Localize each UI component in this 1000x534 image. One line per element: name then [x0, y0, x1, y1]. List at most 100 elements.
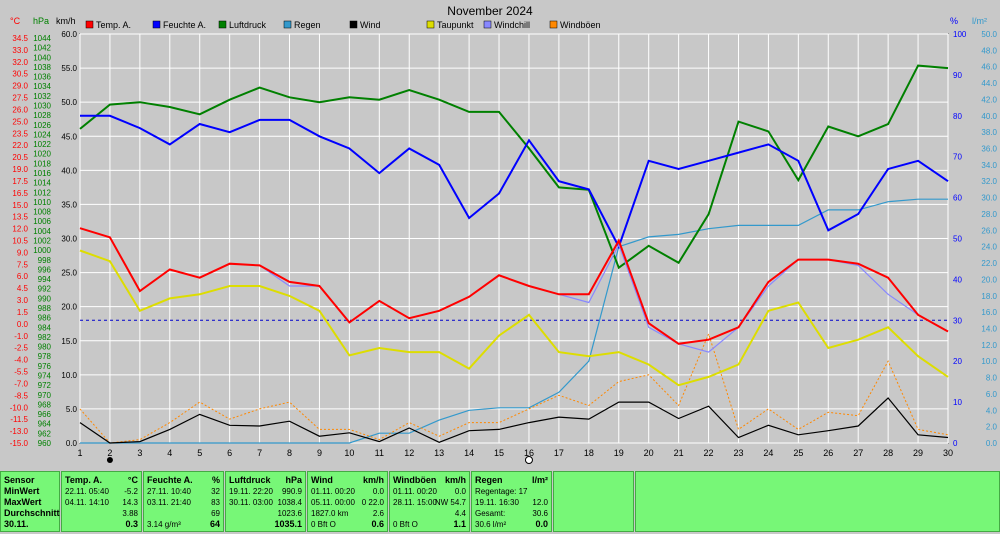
gust-header: Windböen [393, 475, 437, 485]
pct-tick-label: 10 [953, 398, 962, 407]
lm2-tick-label: 18.0 [981, 292, 997, 301]
x-tick-label: 10 [344, 448, 354, 458]
kmh-tick-label: 50.0 [61, 98, 77, 107]
x-tick-label: 23 [733, 448, 743, 458]
series-line-taupunkt [79, 249, 949, 387]
lm2-tick-label: 30.0 [981, 194, 997, 203]
hum-min: 32 [211, 487, 220, 496]
lm2-tick-label: 36.0 [981, 145, 997, 154]
x-tick-label: 8 [287, 448, 292, 458]
gust-min: 0.0 [454, 487, 466, 496]
temp-tick-label: -15.0 [10, 439, 29, 448]
legend-label: Windchill [494, 20, 530, 30]
wind-unit: km/h [362, 475, 384, 485]
legend-swatch [426, 20, 435, 29]
hpa-tick-label: 1040 [33, 53, 51, 62]
new-moon-icon [106, 457, 113, 463]
gust-min-time: 01.11. 00:20 [393, 487, 437, 496]
legend-swatch [152, 20, 161, 29]
sensor-avg: Durchschnitt [4, 508, 60, 518]
markers [106, 456, 533, 464]
temp-tick-label: 13.5 [12, 213, 28, 222]
legend-label: Wind [360, 20, 381, 30]
temp-tick-label: 0.0 [17, 320, 29, 329]
hpa-tick-label: 1016 [33, 169, 51, 178]
temp-tick-label: 9.0 [17, 248, 29, 257]
x-tick-label: 24 [763, 448, 773, 458]
wind-max: 0 22.0 [361, 498, 384, 507]
lm2-tick-label: 44.0 [981, 79, 997, 88]
temp-max: 14.3 [122, 498, 138, 507]
pct-tick-label: 50 [953, 235, 962, 244]
lm2-tick-label: 20.0 [981, 275, 997, 284]
hpa-tick-label: 1026 [33, 121, 51, 130]
temp-tick-label: -13.0 [10, 427, 29, 436]
rain-total-label: Gesamt: [475, 509, 506, 518]
grid [79, 33, 949, 444]
temp-tick-label: -2.5 [14, 344, 28, 353]
temp-tick-label: -7.0 [14, 379, 28, 388]
axes: 1 2 3 4 5 6 7 8 9 10 11 12 13 14 15 16 17 18 19 20 21 22 23 24 2… [10, 30, 998, 458]
hpa-current: 1035.1 [274, 519, 302, 529]
lm2-tick-label: 28.0 [981, 210, 997, 219]
wind-header: Wind [311, 475, 333, 485]
temp-tick-label: 7.5 [17, 260, 29, 269]
x-tick-label: 4 [167, 448, 172, 458]
series-line-wind [79, 397, 949, 444]
hpa-min: 990.9 [281, 487, 302, 496]
series-line-feuchte-a [80, 114, 949, 250]
x-tick-label: 11 [375, 448, 384, 458]
x-tick-label: 28 [883, 448, 893, 458]
temp-tick-label: 4.5 [17, 284, 29, 293]
unit-hpa: hPa [33, 16, 49, 26]
unit-temp: °C [10, 16, 21, 26]
hum-current: 64 [209, 519, 220, 529]
temp-min-time: 22.11. 05:40 [65, 487, 109, 496]
hpa-tick-label: 992 [38, 285, 52, 294]
lm2-tick-label: 32.0 [981, 177, 997, 186]
temp-tick-label: 33.0 [12, 46, 28, 55]
legend-label: Windböen [560, 20, 601, 30]
temp-tick-label: 16.5 [12, 189, 28, 198]
legend-swatch [483, 20, 492, 29]
hum-avg: 69 [211, 509, 220, 518]
pct-tick-label: 30 [953, 316, 962, 325]
temp-tick-label: 19.0 [12, 165, 28, 174]
x-tick-label: 27 [853, 448, 863, 458]
stats-empty-2 [635, 471, 1000, 532]
temp-tick-label: -5.5 [14, 368, 28, 377]
temp-current: 0.3 [125, 519, 138, 529]
hum-abs: 3.14 g/m³ [147, 520, 181, 529]
hpa-tick-label: 1008 [33, 208, 51, 217]
x-tick-label: 19 [614, 448, 624, 458]
x-tick-label: 2 [107, 448, 112, 458]
sensor-date: 30.11. [4, 519, 29, 529]
hpa-tick-label: 1038 [33, 63, 51, 72]
stats-wind: Wind km/h 01.11. 00:20 0.0 05.11. 00:00 0 2… [307, 471, 388, 532]
temp-unit: °C [127, 475, 138, 485]
stats-temp: Temp. A. °C 22.11. 05:40 -5.2 04.11. 14:10… [61, 471, 142, 532]
kmh-tick-label: 35.0 [61, 200, 77, 209]
hum-header: Feuchte A. [147, 475, 193, 485]
hpa-tick-label: 990 [38, 294, 52, 303]
temp-avg: 3.88 [122, 509, 138, 518]
x-tick-label: 13 [434, 448, 444, 458]
lm2-tick-label: 6.0 [986, 390, 998, 399]
kmh-tick-label: 10.0 [61, 371, 77, 380]
legend-label: Taupunkt [437, 20, 474, 30]
sensor-max: MaxWert [4, 497, 42, 507]
temp-tick-label: 20.5 [12, 153, 28, 162]
lm2-tick-label: 14.0 [981, 324, 997, 333]
stats-sensor: Sensor MinWert MaxWert Durchschnitt 30.1… [0, 471, 60, 532]
hpa-max: 1038.4 [277, 498, 302, 507]
kmh-tick-label: 45.0 [61, 132, 77, 141]
lm2-tick-label: 24.0 [981, 243, 997, 252]
pct-tick-label: 40 [953, 275, 962, 284]
lm2-tick-label: 48.0 [981, 46, 997, 55]
x-tick-label: 12 [404, 448, 414, 458]
x-tick-label: 18 [584, 448, 594, 458]
legend-swatch [218, 20, 227, 29]
temp-tick-label: 12.0 [12, 225, 28, 234]
gust-max: NW 54.7 [434, 498, 466, 507]
x-tick-label: 25 [793, 448, 803, 458]
